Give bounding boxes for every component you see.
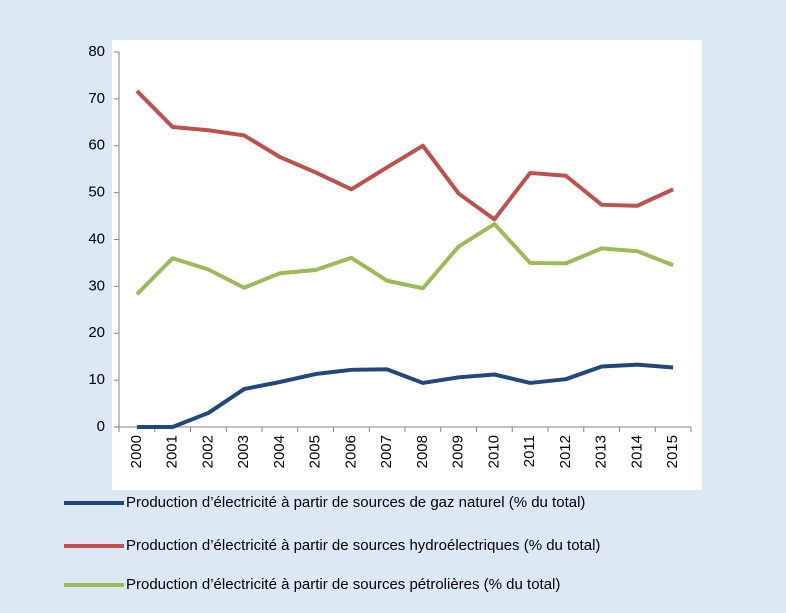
x-tick-label: 2012 [557, 435, 574, 468]
x-tick-label: 2001 [164, 435, 181, 468]
y-tick-label: 50 [88, 184, 105, 201]
series-line [136, 362, 674, 429]
x-tick-label: 2003 [235, 435, 252, 468]
series-line [135, 89, 674, 222]
y-tick-label: 60 [88, 137, 105, 154]
x-tick-label: 2006 [342, 435, 359, 468]
legend-label: Production d’électricité à partir de sou… [126, 576, 560, 593]
x-tick-label: 2008 [414, 435, 431, 468]
legend-label: Production d’électricité à partir de sou… [126, 537, 600, 554]
x-tick-label: 2002 [199, 435, 216, 468]
plot-background [112, 40, 702, 490]
y-tick-label: 40 [88, 230, 105, 247]
x-tick-label: 2010 [485, 435, 502, 468]
y-tick-label: 20 [88, 324, 105, 341]
series-line [135, 222, 674, 296]
x-tick-label: 2011 [521, 435, 538, 467]
y-tick-label: 80 [88, 43, 105, 60]
y-tick-label: 70 [88, 90, 105, 107]
x-tick-label: 2014 [628, 435, 645, 468]
y-tick-label: 10 [88, 371, 105, 388]
legend-label: Production d’électricité à partir de sou… [126, 494, 585, 511]
x-tick-label: 2000 [128, 435, 145, 468]
x-tick-label: 2005 [307, 435, 324, 468]
y-tick-label: 30 [88, 277, 105, 294]
y-tick-label: 0 [97, 418, 105, 435]
x-tick-label: 2004 [271, 435, 288, 468]
x-tick-label: 2007 [378, 435, 395, 468]
x-tick-label: 2015 [664, 435, 681, 468]
x-tick-label: 2013 [593, 435, 610, 468]
x-tick-label: 2009 [450, 435, 467, 468]
